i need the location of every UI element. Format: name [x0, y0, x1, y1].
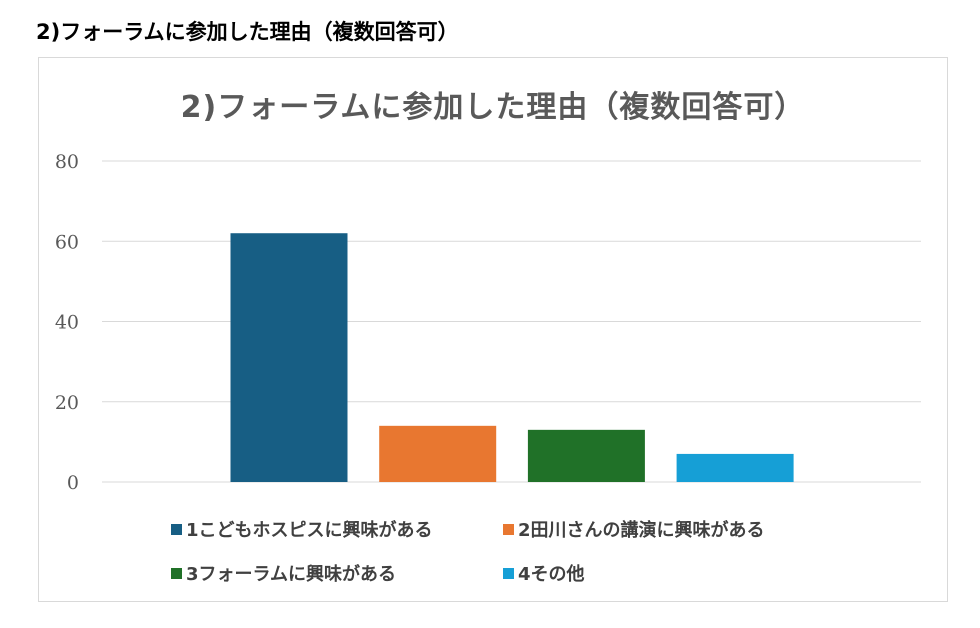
bar-1[interactable] [230, 233, 348, 482]
legend-swatch-2 [503, 523, 514, 535]
chart-title: 2)フォーラムに参加した理由（複数回答可） [180, 90, 806, 125]
legend-label-3: 3フォーラムに興味がある [186, 564, 396, 585]
gridlines [102, 160, 921, 483]
legend-label-4: 4その他 [518, 564, 585, 585]
legend-swatch-1 [171, 523, 182, 535]
y-tick-label: 60 [55, 231, 79, 253]
legend-item-3[interactable]: 3フォーラムに興味がある [171, 560, 396, 586]
legend-item-4[interactable]: 4その他 [503, 560, 585, 586]
legend-label-1: 1こどもホスピスに興味がある [186, 520, 433, 541]
y-tick-label: 20 [55, 392, 79, 414]
chart-frame: 2)フォーラムに参加した理由（複数回答可） 0 20 40 60 80 1こどもホスピス… [38, 57, 948, 602]
y-axis-ticks: 0 20 40 60 80 [55, 151, 79, 494]
bar-chart-plot: 0 20 40 60 80 [55, 151, 921, 494]
chart-legend: 1こどもホスピスに興味がある 2田川さんの講演に興味がある 3フォーラムに興味が… [39, 58, 947, 601]
page-heading: 2)フォーラムに参加した理由（複数回答可） [36, 20, 459, 44]
legend-swatch-4 [503, 567, 514, 579]
legend-item-1[interactable]: 1こどもホスピスに興味がある [171, 516, 433, 542]
legend-label-2: 2田川さんの講演に興味がある [518, 520, 765, 541]
bar-2[interactable] [379, 425, 497, 482]
y-tick-label: 0 [67, 472, 79, 494]
y-tick-label: 40 [55, 312, 79, 334]
legend-item-2[interactable]: 2田川さんの講演に興味がある [503, 516, 765, 542]
bar-4[interactable] [676, 453, 794, 482]
bars [230, 233, 794, 482]
bar-3[interactable] [527, 429, 645, 482]
legend-swatch-3 [171, 567, 182, 579]
y-tick-label: 80 [55, 151, 79, 173]
